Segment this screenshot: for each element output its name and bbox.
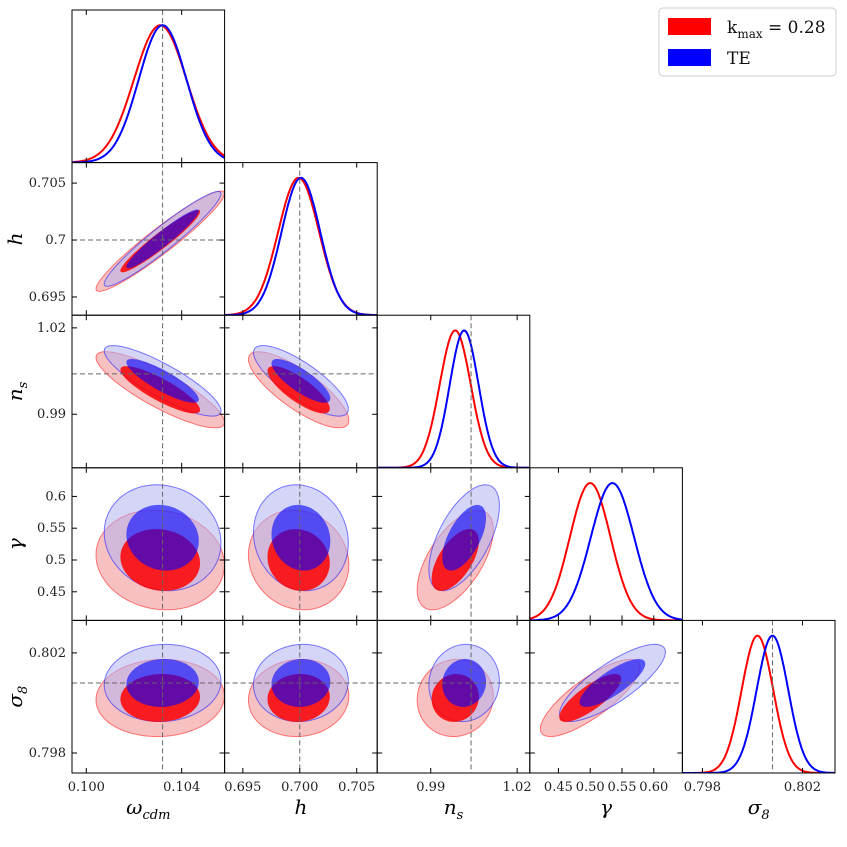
posterior-curve-kmax (377, 329, 530, 468)
legend-label: kmax = 0.28 (727, 18, 826, 41)
panel-s8-vs-h (224, 620, 378, 773)
y-tick-label: 0.5 (45, 553, 66, 568)
y-tick-label: 0.6 (45, 489, 66, 504)
x-tick-label: 0.802 (784, 780, 821, 795)
axis-label-base: h (294, 795, 307, 819)
legend-label: TE (727, 49, 751, 69)
x-tick-label: 1.02 (503, 780, 532, 795)
posterior-curve-te (224, 176, 378, 316)
legend-label-rest: = 0.28 (763, 18, 826, 38)
panel-1d-gamma (529, 482, 683, 621)
posterior-curve-te (377, 329, 530, 468)
y-axis-label-gamma: γ (3, 538, 27, 550)
axis-label-sub: s (457, 808, 464, 823)
panel-ns-vs-h (224, 315, 378, 468)
y-tick-label: 0.7 (45, 233, 66, 248)
panel-frame (71, 9, 226, 164)
x-tick-label: 0.55 (608, 780, 637, 795)
x-axis-label-gamma: γ (600, 795, 612, 819)
axis-label-base: γ (3, 538, 27, 550)
y-tick-label: 0.45 (37, 585, 66, 600)
axis-label-base: h (3, 232, 27, 245)
panel-ns-vs-wcdm (72, 315, 225, 468)
legend-label-base: TE (727, 49, 751, 69)
x-axis-label-wcdm: ωcdm (126, 795, 170, 823)
y-axis-label-ns: ns (3, 381, 31, 401)
panel-h-vs-wcdm (72, 162, 225, 316)
panel-gamma-vs-wcdm (95, 467, 225, 621)
contour-68-te (442, 504, 486, 571)
contour-68-te (442, 659, 486, 707)
legend-swatch (668, 18, 711, 35)
panel-s8-vs-ns (377, 620, 530, 773)
panels-layer: 0.695 0.7 0.705 0.99 1.02 0.45 0.5 0.55 0.6 0.100… (3, 9, 836, 823)
legend: kmax = 0.28 TE (658, 7, 837, 77)
axis-label-sub: cdm (142, 808, 170, 823)
panel-gamma-vs-ns (416, 467, 500, 621)
x-axis-label-s8: σ8 (748, 795, 770, 823)
x-axis-label-ns: ns (444, 795, 464, 823)
posterior-curve-kmax (224, 176, 378, 316)
x-tick-label: 0.50 (576, 780, 605, 795)
axis-label-base: ω (126, 795, 142, 819)
legend-label-base: k (727, 18, 738, 38)
posterior-curve-kmax (529, 482, 683, 621)
x-axis-label-h: h (294, 795, 307, 819)
y-tick-label: 0.99 (37, 407, 66, 422)
axis-label-base: γ (600, 795, 612, 819)
panel-frame (681, 619, 836, 774)
axis-label-sub: s (16, 381, 31, 388)
panel-frame (376, 314, 531, 469)
axis-label-base: σ (3, 693, 27, 708)
axis-label-base: n (3, 388, 27, 401)
panel-frame (224, 162, 378, 316)
axis-label-base: n (444, 795, 457, 819)
panel-s8-vs-gamma (529, 643, 683, 737)
y-tick-label: 0.695 (29, 290, 66, 305)
x-tick-label: 0.45 (544, 780, 573, 795)
axis-label-sub: 8 (761, 808, 769, 823)
y-tick-label: 1.02 (37, 321, 66, 336)
y-tick-label: 0.705 (29, 176, 66, 191)
contour-68-te (271, 504, 331, 571)
posterior-curve-te (682, 634, 835, 774)
panel-1d-wcdm (72, 10, 225, 163)
panel-1d-s8 (682, 620, 835, 774)
legend-swatch (668, 49, 711, 66)
y-tick-label: 0.55 (37, 521, 66, 536)
posterior-curve-te (529, 482, 683, 621)
y-axis-label-h: h (3, 232, 27, 245)
x-tick-label: 0.700 (281, 780, 318, 795)
y-tick-label: 0.802 (29, 646, 66, 661)
contour-68-te (271, 359, 331, 403)
posterior-curve-kmax (682, 634, 835, 774)
y-axis-label-s8: σ8 (3, 686, 31, 708)
contour-68-te (126, 504, 199, 571)
panel-gamma-vs-h (247, 467, 350, 621)
axis-label-base: σ (748, 795, 763, 819)
panel-1d-ns (377, 315, 530, 468)
panel-s8-vs-wcdm (72, 620, 225, 773)
x-tick-label: 0.695 (224, 780, 261, 795)
panel-1d-h (224, 162, 378, 316)
axis-label-sub: 8 (16, 686, 31, 694)
legend-label-sub: max (737, 27, 763, 41)
posterior-curve-te (72, 24, 225, 163)
x-tick-label: 0.798 (684, 780, 721, 795)
y-tick-label: 0.798 (29, 746, 66, 761)
x-tick-label: 0.100 (68, 780, 105, 795)
x-tick-label: 0.99 (416, 780, 445, 795)
posterior-curve-kmax (72, 24, 225, 163)
x-tick-label: 0.705 (338, 780, 375, 795)
x-tick-label: 0.104 (163, 780, 200, 795)
x-tick-label: 0.60 (639, 780, 668, 795)
